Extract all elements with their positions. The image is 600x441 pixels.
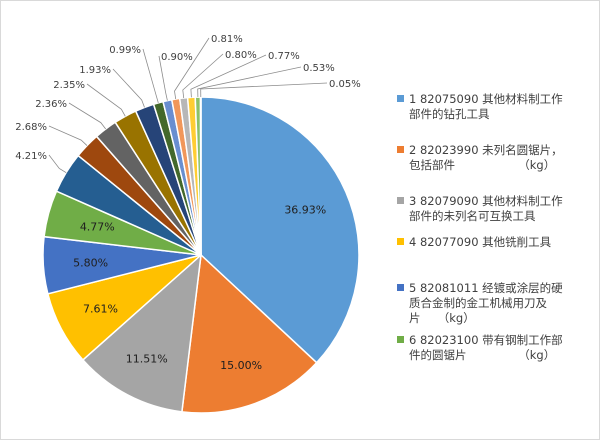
pie-slices [42, 96, 360, 414]
slice-label-10: 2.35% [53, 80, 85, 91]
legend-label-5-line-3: 片 （kg） [409, 311, 475, 325]
pie-slice-1 [200, 96, 360, 364]
legend-label-3-line-1: 3 82079090 其他材料制工作 [409, 194, 563, 208]
leader-line-12 [142, 48, 159, 104]
slice-label-18: 0.05% [329, 79, 361, 90]
slice-label-17: 0.53% [303, 63, 335, 74]
legend-label-2-line-2: 包括部件 （kg） [409, 158, 555, 172]
slice-label-13: 0.90% [161, 52, 193, 63]
legend-swatch-4 [397, 238, 404, 245]
legend-swatch-1 [397, 95, 404, 102]
legend-swatch-2 [397, 146, 404, 153]
slice-label-11: 1.93% [79, 65, 111, 76]
slice-label-16: 0.77% [268, 51, 300, 62]
slice-label-12: 0.99% [109, 45, 141, 56]
legend-label-5-line-1: 5 82081011 经镀或涂层的硬 [409, 281, 563, 295]
slice-label-2: 15.00% [220, 359, 262, 372]
slice-labels: 4.21% 2.68% 2.36% 2.35% 1.93% 0.99% 0.90% 0.81%… [15, 34, 361, 372]
slice-label-5: 5.80% [73, 256, 108, 269]
slice-label-3: 11.51% [126, 353, 168, 366]
leader-line-10 [86, 83, 126, 117]
legend-label-2-line-1: 2 82023990 未列名圆锯片， [409, 143, 563, 157]
legend-swatch-5 [397, 284, 404, 291]
slice-label-14: 0.81% [211, 34, 243, 45]
legend-label-3-line-2: 部件的未列名可互换工具 [409, 209, 536, 223]
leader-line-9 [68, 102, 107, 130]
leader-line-13 [158, 55, 168, 101]
slice-label-8: 2.68% [15, 122, 47, 133]
leader-line-14 [174, 37, 210, 100]
legend-label-6-line-1: 6 82023100 带有钢制工作部 [409, 333, 563, 347]
legend-swatch-6 [397, 336, 404, 343]
legend-swatch-3 [397, 197, 404, 204]
legend-item-4: 4 82077090 其他铣削工具 [397, 235, 552, 249]
slice-label-6: 4.77% [80, 221, 115, 234]
leader-line-11 [112, 68, 145, 108]
slice-label-15: 0.80% [225, 50, 257, 61]
slice-label-7: 4.21% [15, 151, 47, 162]
legend-item-2: 2 82023990 未列名圆锯片，包括部件 （kg） [397, 143, 563, 172]
leader-line-7 [48, 154, 67, 174]
legend-label-5-line-2: 质合金制的金工机械用刀及 [409, 296, 547, 310]
legend-label-4-line-1: 4 82077090 其他铣削工具 [409, 235, 552, 249]
pie-slice-2 [181, 253, 318, 414]
pie-slice-18 [199, 96, 202, 256]
slice-label-4: 7.61% [83, 302, 118, 315]
pie-slice-3 [81, 253, 202, 413]
leader-line-8 [48, 125, 88, 146]
leader-line-18 [200, 82, 328, 98]
slice-label-9: 2.36% [35, 99, 67, 110]
leader-line-16 [190, 54, 267, 98]
slice-label-1: 36.93% [284, 204, 326, 217]
legend-label-1-line-1: 1 82075090 其他材料制工作 [409, 92, 563, 106]
legend-label-6-line-2: 件的圆锯片 （kg） [409, 348, 555, 362]
legend-label-1-line-2: 部件的钻孔工具 [409, 107, 490, 121]
leader-line-15 [182, 53, 224, 99]
leader-line-17 [197, 66, 302, 98]
